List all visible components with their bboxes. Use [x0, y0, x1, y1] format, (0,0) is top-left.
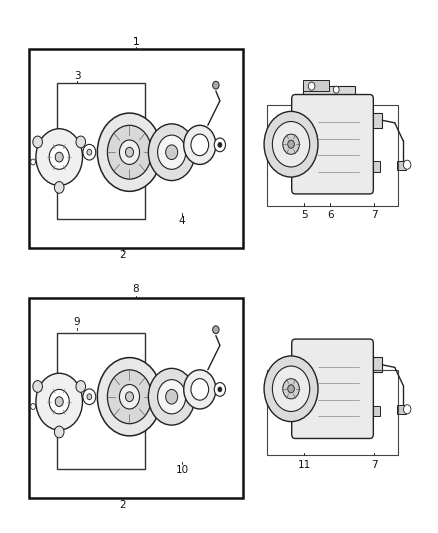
- Circle shape: [148, 124, 195, 181]
- Circle shape: [214, 383, 226, 396]
- Circle shape: [36, 129, 82, 185]
- Circle shape: [55, 397, 63, 407]
- Circle shape: [403, 405, 411, 414]
- Circle shape: [97, 358, 162, 436]
- Text: 7: 7: [371, 210, 377, 220]
- Bar: [303, 86, 355, 99]
- Bar: [57, 83, 145, 219]
- Circle shape: [214, 138, 226, 152]
- Bar: [397, 405, 406, 414]
- Bar: [29, 49, 243, 248]
- Circle shape: [97, 113, 162, 191]
- Bar: [267, 104, 398, 206]
- Circle shape: [31, 159, 35, 165]
- FancyBboxPatch shape: [292, 339, 373, 439]
- Circle shape: [158, 135, 186, 169]
- Circle shape: [83, 144, 96, 160]
- Circle shape: [212, 82, 219, 89]
- Circle shape: [125, 147, 134, 157]
- Circle shape: [166, 390, 178, 404]
- Circle shape: [33, 381, 42, 392]
- Circle shape: [184, 125, 216, 165]
- Text: 10: 10: [175, 465, 188, 474]
- Bar: [267, 370, 398, 456]
- Circle shape: [308, 82, 315, 90]
- Circle shape: [54, 182, 64, 193]
- Bar: [372, 161, 380, 172]
- Text: 3: 3: [74, 71, 81, 81]
- Circle shape: [283, 134, 299, 155]
- Circle shape: [76, 381, 85, 392]
- Text: 1: 1: [133, 37, 139, 47]
- Circle shape: [288, 140, 294, 148]
- Text: 7: 7: [371, 460, 377, 470]
- Text: 11: 11: [297, 460, 311, 470]
- Circle shape: [148, 368, 195, 425]
- Circle shape: [218, 387, 222, 392]
- Circle shape: [191, 134, 208, 156]
- Circle shape: [31, 403, 35, 409]
- Circle shape: [272, 122, 310, 167]
- Circle shape: [166, 145, 178, 159]
- Text: 2: 2: [120, 250, 126, 260]
- Bar: [372, 357, 382, 373]
- Text: 4: 4: [179, 216, 185, 227]
- Circle shape: [54, 426, 64, 438]
- Circle shape: [120, 384, 140, 409]
- Circle shape: [333, 86, 339, 93]
- Circle shape: [272, 366, 310, 411]
- Circle shape: [218, 142, 222, 147]
- Circle shape: [36, 373, 82, 430]
- Bar: [303, 80, 329, 91]
- Circle shape: [107, 370, 152, 424]
- Circle shape: [184, 370, 216, 409]
- FancyBboxPatch shape: [292, 94, 373, 194]
- Circle shape: [120, 140, 140, 165]
- Text: 2: 2: [120, 499, 126, 510]
- Circle shape: [403, 160, 411, 169]
- Circle shape: [283, 378, 299, 399]
- Circle shape: [87, 149, 92, 155]
- Bar: [372, 406, 380, 416]
- Circle shape: [288, 385, 294, 393]
- Text: 8: 8: [133, 284, 139, 294]
- Text: 6: 6: [327, 210, 334, 220]
- Circle shape: [49, 390, 69, 414]
- Bar: [29, 298, 243, 498]
- Circle shape: [107, 125, 152, 179]
- Circle shape: [76, 136, 85, 148]
- Circle shape: [125, 392, 134, 402]
- Text: 9: 9: [74, 317, 81, 327]
- Circle shape: [264, 356, 318, 422]
- Circle shape: [83, 389, 96, 405]
- Bar: [372, 112, 382, 128]
- Circle shape: [49, 145, 69, 169]
- Circle shape: [212, 326, 219, 334]
- Text: 5: 5: [301, 210, 307, 220]
- Circle shape: [55, 152, 63, 162]
- Circle shape: [87, 394, 92, 400]
- Bar: [57, 333, 145, 469]
- Circle shape: [158, 379, 186, 414]
- Text: 1: 1: [133, 37, 139, 46]
- Circle shape: [264, 111, 318, 177]
- Circle shape: [33, 136, 42, 148]
- Circle shape: [191, 378, 208, 400]
- Bar: [397, 160, 406, 170]
